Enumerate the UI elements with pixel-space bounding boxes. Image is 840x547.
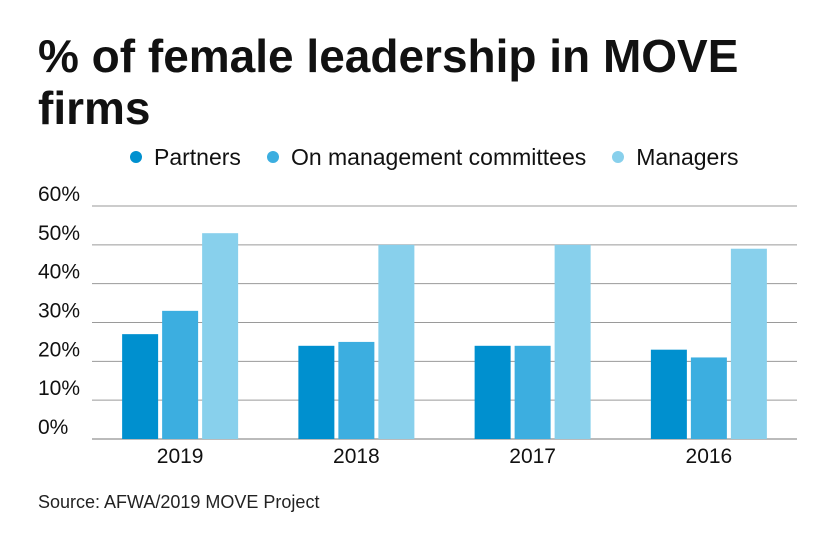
source-note: Source: AFWA/2019 MOVE Project [38, 492, 320, 512]
bar [474, 345, 511, 439]
bar [690, 357, 727, 439]
bar [514, 345, 551, 439]
x-tick-label: 2018 [333, 445, 380, 468]
legend-item-managers: Managers [612, 143, 739, 171]
legend-label-partners: Partners [154, 143, 241, 170]
y-tick-label: 20% [38, 338, 80, 361]
y-tick-label: 10% [38, 377, 80, 400]
bar [162, 310, 199, 439]
legend-item-committees: On management committees [266, 143, 587, 171]
legend: Partners On management committees Manage… [130, 142, 739, 172]
legend-label-committees: On management committees [290, 143, 587, 170]
y-tick-label: 40% [38, 261, 80, 284]
x-tick-label: 2016 [686, 445, 733, 468]
x-tick-label: 2019 [157, 445, 204, 468]
bar [202, 233, 239, 439]
bar [730, 248, 767, 439]
bar [298, 345, 335, 439]
bar [378, 244, 415, 439]
bar [122, 334, 159, 439]
legend-swatch-committees [266, 151, 279, 163]
bar [338, 341, 375, 439]
legend-swatch-partners [130, 151, 142, 163]
y-tick-label: 60% [38, 183, 80, 206]
bar [554, 244, 591, 439]
legend-item-partners: Partners [130, 144, 241, 171]
y-tick-label: 0% [38, 416, 68, 439]
y-tick-label: 50% [38, 222, 80, 245]
y-tick-label: 30% [38, 300, 80, 323]
bar [650, 349, 687, 439]
chart-title: % of female leadership in MOVE firms [38, 30, 739, 134]
x-tick-label: 2017 [509, 445, 556, 468]
legend-swatch-managers [612, 151, 625, 163]
legend-label-managers: Managers [636, 143, 739, 170]
